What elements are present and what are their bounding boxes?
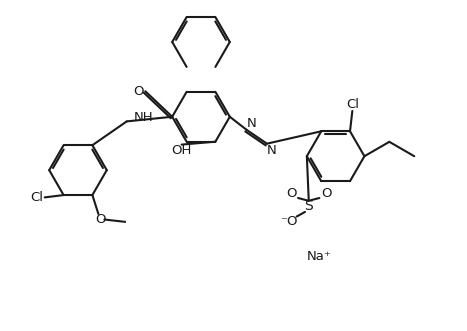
Text: NH: NH: [134, 111, 153, 124]
Text: S: S: [304, 199, 313, 213]
Text: O: O: [95, 213, 106, 226]
Text: ⁻O: ⁻O: [280, 215, 297, 228]
Text: N: N: [246, 117, 256, 130]
Text: OH: OH: [171, 144, 191, 157]
Text: O: O: [286, 187, 297, 200]
Text: Na⁺: Na⁺: [307, 250, 332, 262]
Text: Cl: Cl: [346, 98, 359, 111]
Text: O: O: [134, 85, 144, 98]
Text: Cl: Cl: [30, 191, 43, 204]
Text: N: N: [267, 144, 276, 157]
Text: O: O: [321, 187, 332, 200]
